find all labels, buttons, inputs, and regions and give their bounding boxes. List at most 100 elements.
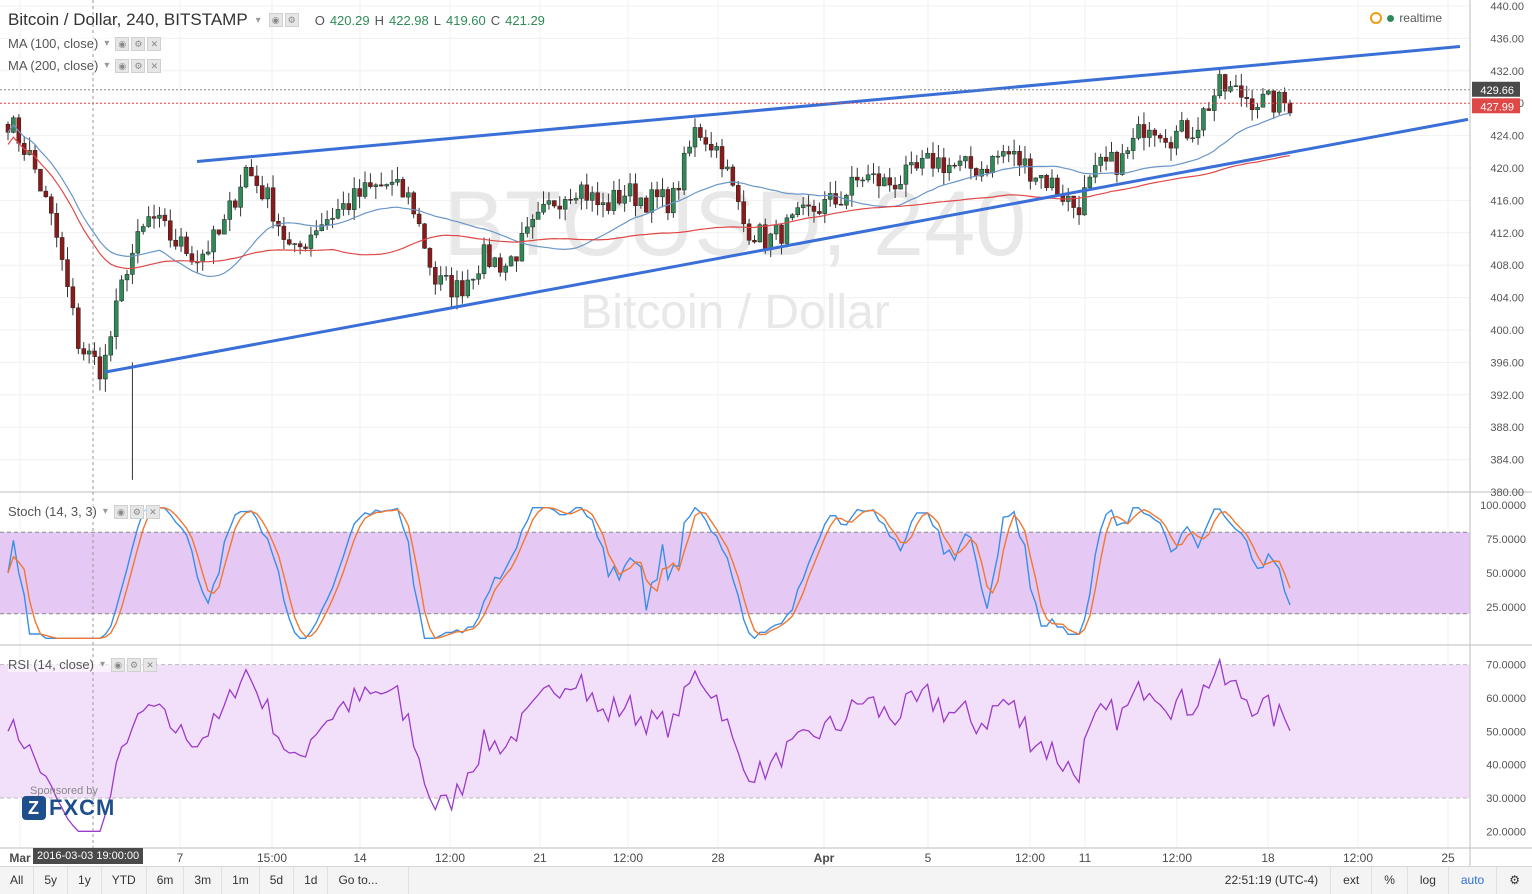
candle-body (952, 164, 957, 167)
gear-icon[interactable]: ⚙ (131, 36, 146, 51)
eye-icon[interactable]: ◉ (111, 657, 126, 672)
chevron-down-icon[interactable]: ▾ (102, 506, 108, 517)
candle-body (806, 204, 811, 207)
close-icon[interactable]: ✕ (145, 504, 160, 519)
study-legend-rsi[interactable]: RSI (14, close) ▾ ◉ ⚙ ✕ (8, 657, 158, 672)
candle-body (168, 220, 173, 241)
candle-body (65, 259, 70, 287)
low-value: 419.60 (445, 12, 486, 28)
candle-body (1114, 151, 1120, 175)
crosshair-time-badge: 2016-03-03 19:00:00 (33, 848, 144, 864)
candle-body (243, 166, 249, 188)
close-icon[interactable]: ✕ (147, 36, 162, 51)
watermark-name: Bitcoin / Dollar (580, 286, 889, 339)
gear-icon[interactable]: ⚙ (131, 58, 146, 73)
range-button-6m[interactable]: 6m (147, 867, 185, 894)
candle-body (692, 127, 698, 148)
candle-body (1006, 151, 1011, 155)
candle-body (741, 201, 746, 225)
range-button-goto[interactable]: Go to... (328, 867, 409, 894)
candle-body (81, 348, 86, 355)
candle-body (70, 286, 76, 309)
candle-body (1103, 156, 1109, 162)
candle-body (1130, 137, 1136, 151)
price-axis-label: 384.00 (1490, 455, 1524, 467)
candle-body (909, 162, 914, 166)
close-icon[interactable]: ✕ (143, 657, 158, 672)
chevron-down-icon[interactable]: ▾ (104, 38, 110, 49)
symbol-title[interactable]: Bitcoin / Dollar, 240, BITSTAMP (8, 10, 248, 29)
candle-body (708, 143, 714, 151)
study-legend-ma200[interactable]: MA (200, close) ▾ ◉ ⚙ ✕ (8, 58, 162, 73)
candle-body (1120, 153, 1125, 175)
candle-body (730, 166, 736, 186)
candle-body (222, 219, 227, 235)
stoch-axis-label: 75.0000 (1486, 534, 1526, 546)
candle-body (736, 185, 741, 202)
candle-body (1087, 176, 1093, 188)
eye-icon[interactable]: ◉ (113, 504, 128, 519)
time-axis-label: 12:00 (1343, 851, 1373, 865)
candle-body (508, 256, 514, 267)
auto-toggle[interactable]: auto (1447, 867, 1496, 894)
candle-body (562, 199, 568, 210)
candle-body (97, 356, 103, 380)
price-axis-label: 440.00 (1490, 1, 1524, 13)
status-dot-icon (1387, 14, 1395, 22)
candle-body (341, 203, 346, 210)
candle-body (406, 192, 411, 198)
gear-icon[interactable]: ⚙ (129, 504, 144, 519)
percent-toggle[interactable]: % (1371, 867, 1407, 894)
chevron-down-icon[interactable]: ▾ (99, 659, 106, 670)
candle-body (849, 176, 855, 196)
candle-body (654, 189, 660, 198)
candle-body (557, 205, 562, 210)
high-label: H (374, 12, 384, 28)
gear-icon[interactable]: ⚙ (284, 13, 299, 27)
range-button-1m[interactable]: 1m (222, 867, 260, 894)
range-buttons: All 5y 1y YTD 6m 3m 1m 5d 1d Go to... (0, 867, 409, 894)
eye-icon[interactable]: ◉ (268, 13, 283, 27)
study-legend-stoch[interactable]: Stoch (14, 3, 3) ▾ ◉ ⚙ ✕ (8, 504, 160, 519)
candle-body (800, 204, 806, 208)
sponsor-logo[interactable]: Z FXCM (22, 795, 115, 821)
candle-body (303, 246, 308, 249)
eye-icon[interactable]: ◉ (115, 58, 130, 73)
range-button-ytd[interactable]: YTD (102, 867, 147, 894)
study-controls: ◉ ⚙ ✕ (113, 504, 160, 519)
candle-body (995, 155, 1001, 158)
rsi-axis-label: 70.0000 (1486, 660, 1526, 672)
candle-body (568, 199, 573, 201)
close-icon[interactable]: ✕ (147, 58, 162, 73)
candle-body (1282, 91, 1287, 104)
eye-icon[interactable]: ◉ (115, 36, 130, 51)
range-button-5d[interactable]: 5d (260, 867, 295, 894)
candle-body (1011, 151, 1017, 155)
candle-body (1157, 134, 1163, 139)
range-button-3m[interactable]: 3m (184, 867, 223, 894)
realtime-label: realtime (1399, 11, 1442, 25)
candle-body (1076, 207, 1082, 216)
chevron-down-icon[interactable]: ▾ (104, 60, 110, 71)
candle-body (259, 185, 265, 200)
gear-icon[interactable]: ⚙ (127, 657, 142, 672)
range-button-1y[interactable]: 1y (68, 867, 102, 894)
candle-body (254, 175, 260, 186)
study-legend-ma100[interactable]: MA (100, close) ▾ ◉ ⚙ ✕ (8, 36, 162, 51)
price-axis-label: 412.00 (1490, 228, 1524, 240)
candle-body (974, 168, 979, 177)
rsi-axis-label: 30.0000 (1486, 793, 1526, 805)
candle-body (1184, 120, 1190, 139)
settings-gear-icon[interactable]: ⚙ (1496, 867, 1532, 894)
candle-body (346, 203, 352, 210)
range-button-all[interactable]: All (0, 867, 35, 894)
range-button-5y[interactable]: 5y (34, 867, 69, 894)
ext-toggle[interactable]: ext (1330, 867, 1371, 894)
candle-body (173, 239, 178, 247)
candle-body (400, 179, 406, 198)
range-button-1d[interactable]: 1d (294, 867, 329, 894)
log-toggle[interactable]: log (1406, 867, 1448, 894)
chevron-down-icon[interactable]: ▾ (255, 14, 261, 26)
